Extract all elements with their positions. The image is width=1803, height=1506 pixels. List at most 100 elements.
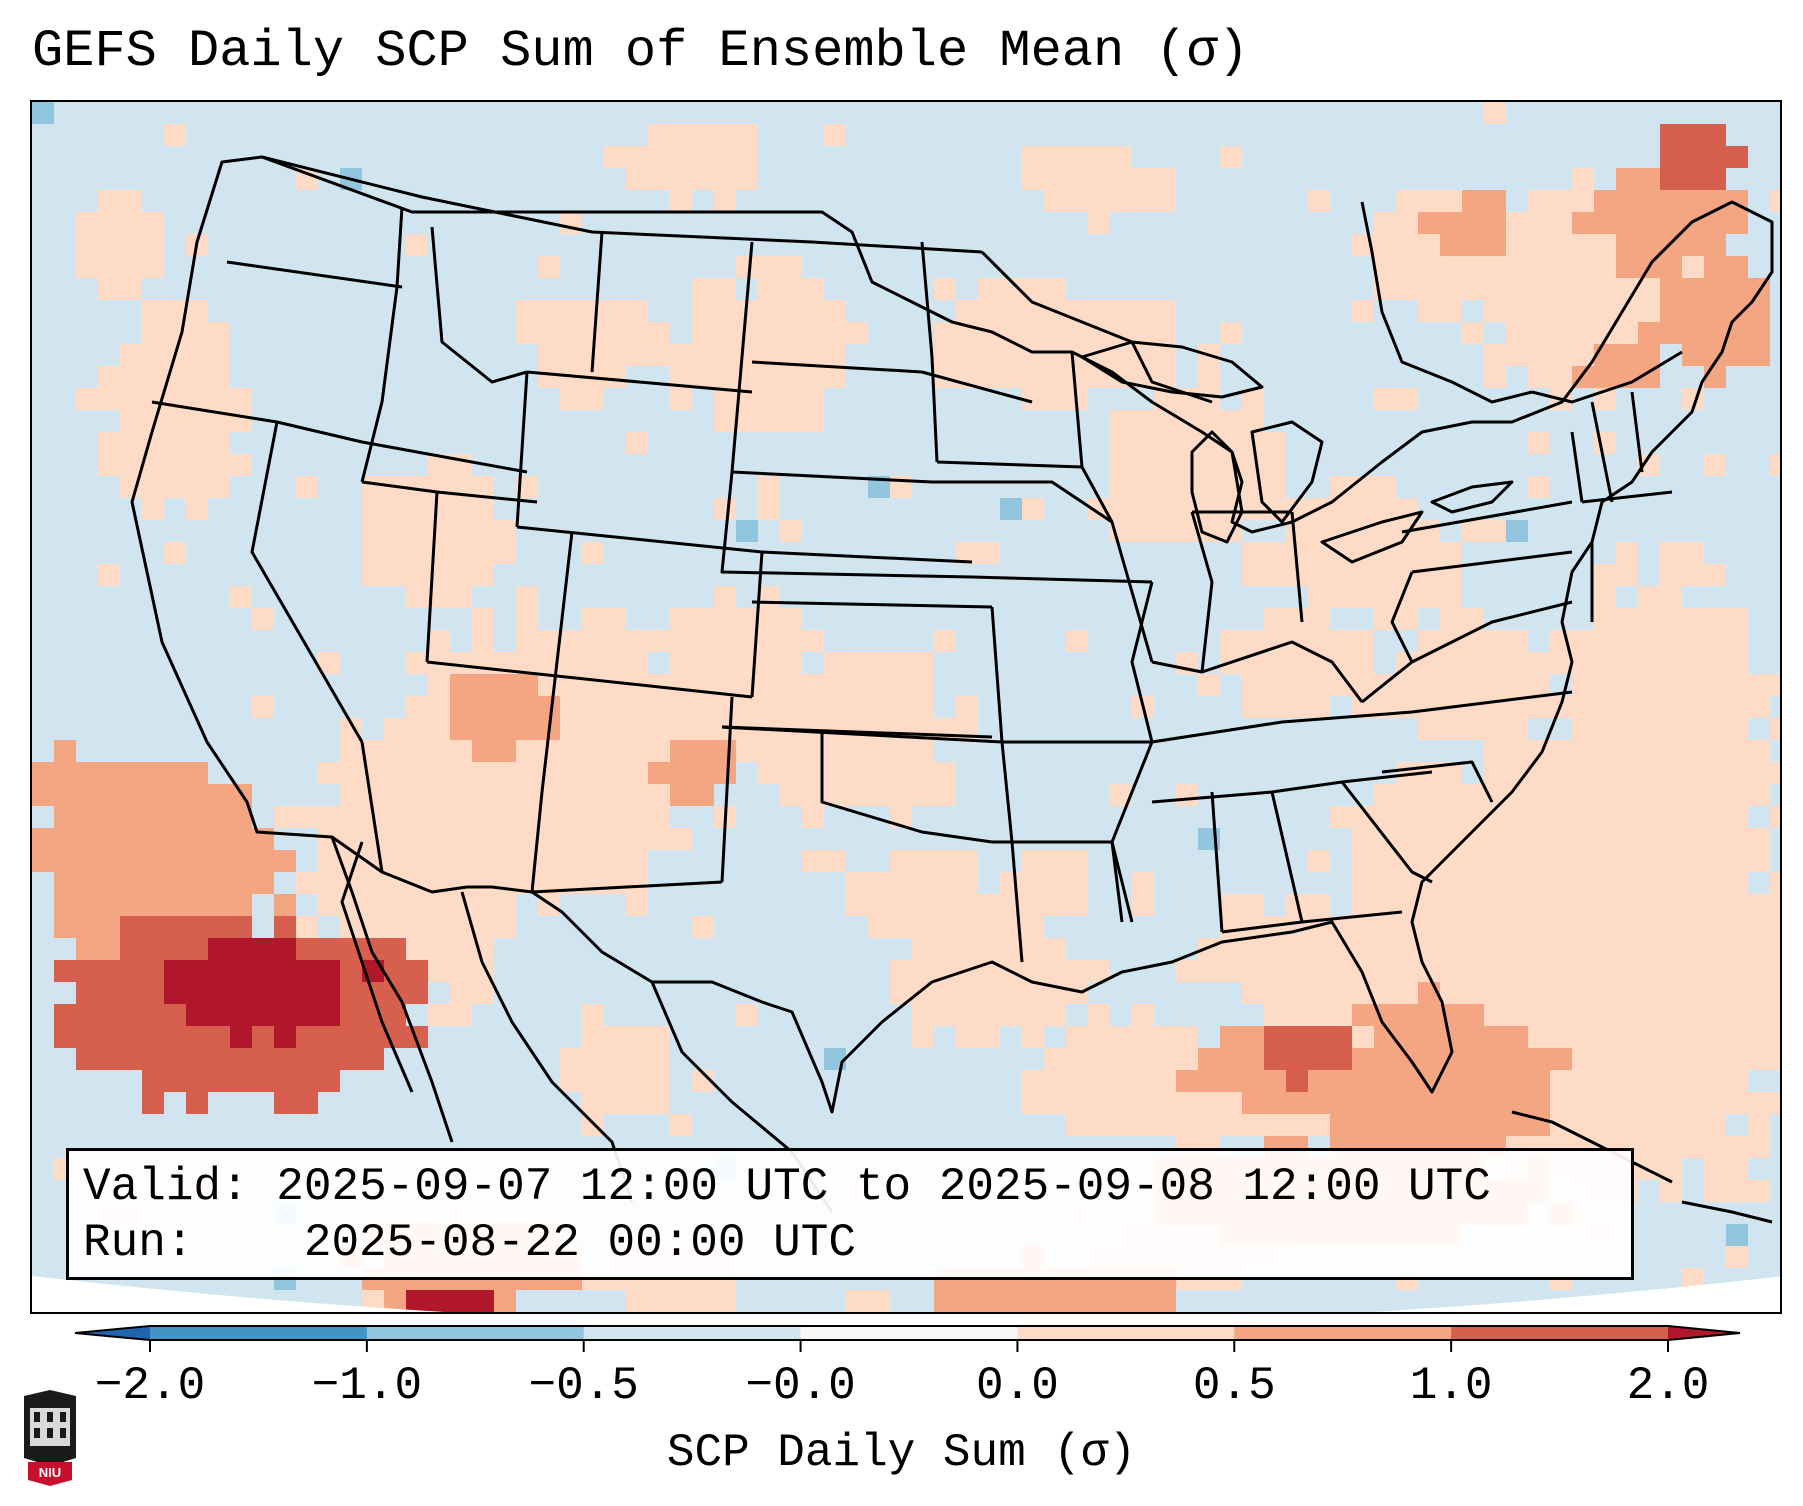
- scp-cell: [714, 498, 736, 520]
- scp-cell: [1638, 982, 1660, 1004]
- scp-cell: [802, 410, 824, 432]
- scp-cell: [98, 454, 120, 476]
- scp-cell: [120, 454, 142, 476]
- scp-cell: [868, 476, 890, 498]
- scp-cell: [1572, 212, 1594, 234]
- scp-cell: [1396, 256, 1418, 278]
- scp-cell: [516, 696, 538, 718]
- scp-cell: [1022, 1026, 1044, 1048]
- scp-cell: [186, 1004, 208, 1026]
- scp-cell: [604, 850, 626, 872]
- scp-cell: [670, 784, 692, 806]
- scp-cell: [934, 762, 956, 784]
- scp-cell: [1022, 916, 1044, 938]
- scp-cell: [1616, 894, 1638, 916]
- scp-cell: [1726, 916, 1748, 938]
- scp-cell: [362, 828, 384, 850]
- scp-cell: [450, 960, 472, 982]
- scp-cell: [1132, 454, 1154, 476]
- scp-cell: [120, 872, 142, 894]
- scp-cell: [1506, 850, 1528, 872]
- scp-cell: [1660, 1092, 1682, 1114]
- scp-cell: [1176, 1092, 1198, 1114]
- scp-cell: [1374, 784, 1396, 806]
- scp-cell: [626, 300, 648, 322]
- scp-cell: [208, 982, 230, 1004]
- scp-cell: [362, 740, 384, 762]
- scp-cell: [208, 1048, 230, 1070]
- scp-cell: [1484, 212, 1506, 234]
- scp-cell: [846, 652, 868, 674]
- scp-cell: [1462, 278, 1484, 300]
- scp-cell: [1572, 916, 1594, 938]
- scp-cell: [1374, 476, 1396, 498]
- scp-cell: [1660, 124, 1682, 146]
- scp-cell: [1704, 1070, 1726, 1092]
- scp-cell: [692, 916, 714, 938]
- scp-cell: [978, 1026, 1000, 1048]
- scp-cell: [1044, 388, 1066, 410]
- colorbar-tick-label: 0.0: [976, 1360, 1059, 1412]
- scp-cell: [450, 696, 472, 718]
- scp-cell: [1594, 740, 1616, 762]
- scp-cell: [54, 1004, 76, 1026]
- scp-cell: [1770, 938, 1780, 960]
- scp-cell: [560, 696, 582, 718]
- scp-cell: [1154, 520, 1176, 542]
- scp-cell: [824, 124, 846, 146]
- scp-cell: [1044, 1070, 1066, 1092]
- scp-cell: [362, 498, 384, 520]
- scp-cell: [1462, 322, 1484, 344]
- scp-cell: [538, 630, 560, 652]
- scp-cell: [120, 1048, 142, 1070]
- scp-cell: [318, 894, 340, 916]
- colorbar-outline: [74, 1325, 1741, 1341]
- scp-cell: [1484, 872, 1506, 894]
- scp-cell: [318, 872, 340, 894]
- scp-cell: [186, 410, 208, 432]
- scp-cell: [1396, 982, 1418, 1004]
- scp-cell: [736, 630, 758, 652]
- scp-cell: [252, 960, 274, 982]
- scp-cell: [890, 894, 912, 916]
- scp-cell: [1704, 1048, 1726, 1070]
- scp-cell: [1418, 630, 1440, 652]
- scp-cell: [1242, 674, 1264, 696]
- scp-cell: [1462, 1070, 1484, 1092]
- scp-cell: [1550, 344, 1572, 366]
- scp-cell: [1352, 872, 1374, 894]
- scp-cell: [1748, 1180, 1770, 1202]
- scp-cell: [142, 212, 164, 234]
- scp-cell: [98, 916, 120, 938]
- scp-cell: [384, 828, 406, 850]
- scp-cell: [1704, 168, 1726, 190]
- scp-cell: [406, 850, 428, 872]
- scp-cell: [472, 718, 494, 740]
- scp-cell: [1462, 652, 1484, 674]
- scp-cell: [1682, 652, 1704, 674]
- scp-cell: [164, 454, 186, 476]
- scp-cell: [142, 234, 164, 256]
- scp-cell: [736, 1004, 758, 1026]
- scp-cell: [1616, 344, 1638, 366]
- scp-cell: [780, 410, 802, 432]
- scp-cell: [98, 1048, 120, 1070]
- scp-cell: [1704, 146, 1726, 168]
- scp-cell: [1660, 542, 1682, 564]
- scp-cell: [846, 718, 868, 740]
- scp-cell: [450, 916, 472, 938]
- scp-cell: [76, 982, 98, 1004]
- scp-cell: [1550, 1026, 1572, 1048]
- scp-cell: [670, 608, 692, 630]
- scp-cell: [868, 784, 890, 806]
- scp-cell: [758, 344, 780, 366]
- scp-cell: [1374, 960, 1396, 982]
- scp-cell: [1220, 1070, 1242, 1092]
- scp-cell: [890, 916, 912, 938]
- scp-cell: [1638, 806, 1660, 828]
- scp-cell: [1550, 806, 1572, 828]
- scp-cell: [1132, 1026, 1154, 1048]
- scp-cell: [1066, 1026, 1088, 1048]
- scp-cell: [1484, 960, 1506, 982]
- niu-logo-text: NIU: [38, 1465, 62, 1480]
